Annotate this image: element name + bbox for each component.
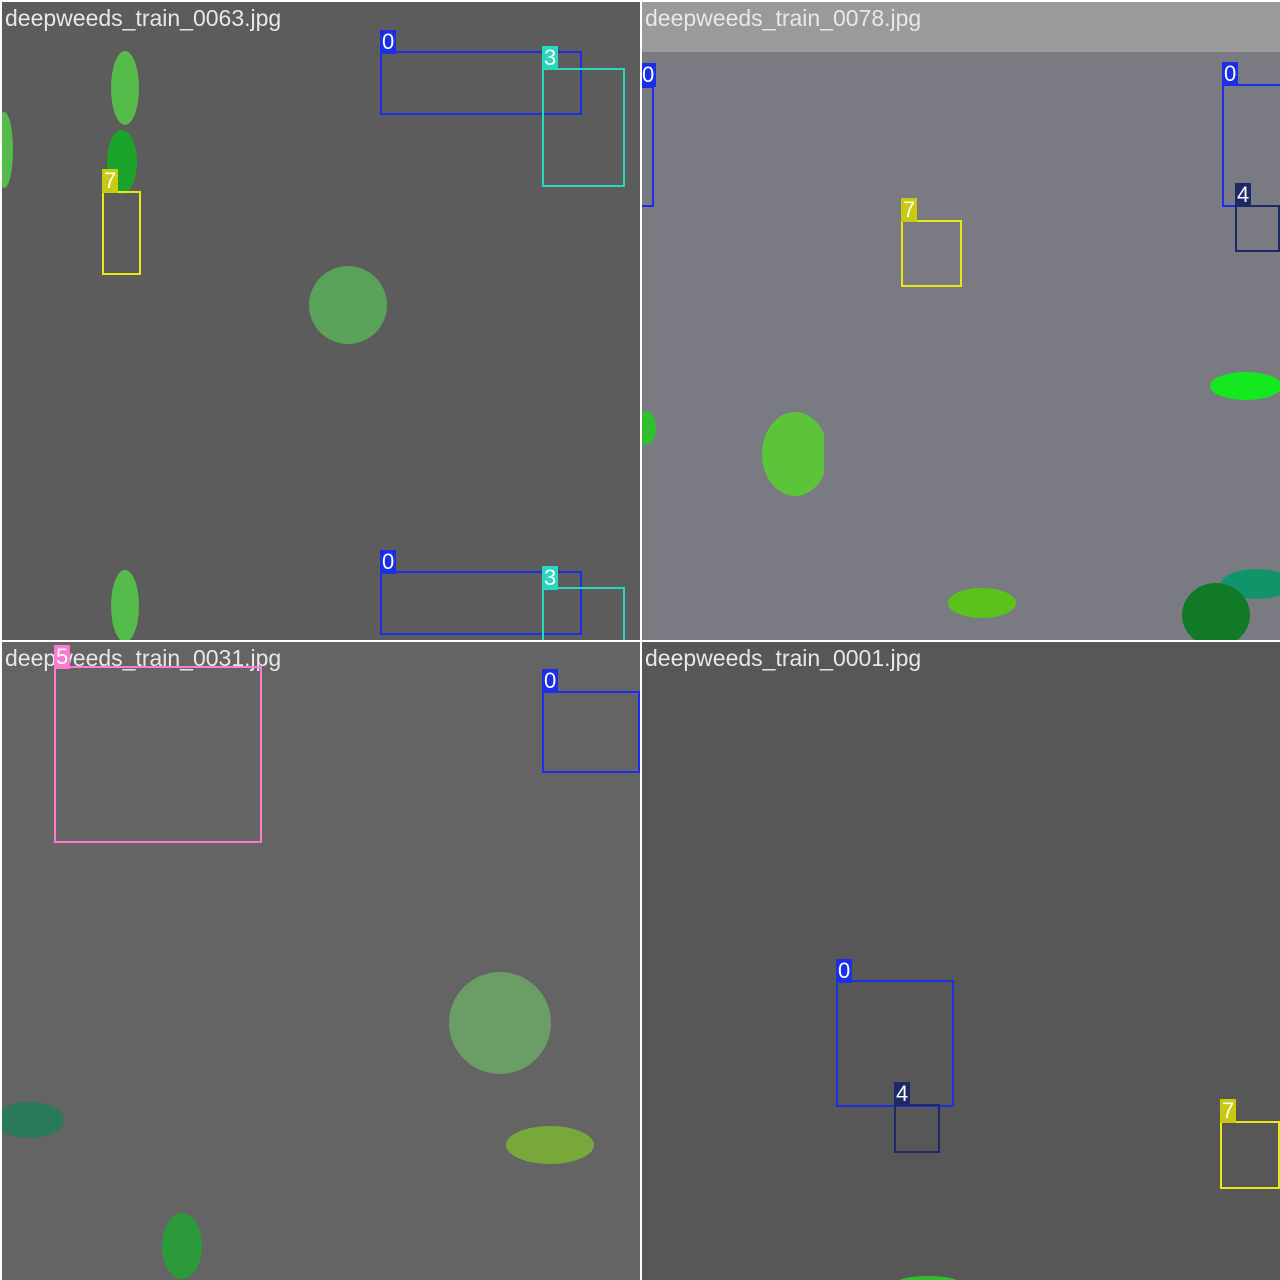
image-filename: deepweeds_train_0063.jpg <box>5 7 281 30</box>
class-label: 0 <box>380 550 396 574</box>
class-label: 4 <box>1235 183 1251 207</box>
bounding-box <box>894 1104 940 1153</box>
mosaic-tile-4: deepweeds_train_0001.jpg 0 4 7 <box>642 642 1280 1280</box>
bounding-box <box>542 587 625 640</box>
mosaic-tile-3: deepweeds_train_0031.jpg 5 0 <box>2 642 640 1280</box>
leaf-image-4 <box>642 642 1280 1280</box>
bounding-box <box>542 68 625 187</box>
class-label: 5 <box>54 645 70 669</box>
class-label: 0 <box>542 669 558 693</box>
image-filename: deepweeds_train_0078.jpg <box>645 7 921 30</box>
bounding-box <box>542 691 640 773</box>
bounding-box <box>102 191 141 275</box>
bounding-box <box>54 666 262 843</box>
class-label: 0 <box>642 63 656 87</box>
bounding-box <box>901 220 962 287</box>
class-label: 7 <box>1220 1099 1236 1123</box>
class-label: 3 <box>542 46 558 70</box>
class-label: 0 <box>836 959 852 983</box>
class-label: 7 <box>901 198 917 222</box>
bounding-box <box>642 86 654 207</box>
class-label: 7 <box>102 169 118 193</box>
class-label: 0 <box>380 30 396 54</box>
bounding-box <box>1220 1121 1280 1189</box>
class-label: 4 <box>894 1082 910 1106</box>
leaf-image-2 <box>642 2 1280 640</box>
bounding-box <box>1235 205 1280 252</box>
class-label: 3 <box>542 566 558 590</box>
mosaic-tile-1: deepweeds_train_0063.jpg 0 3 7 0 3 <box>2 2 640 640</box>
image-filename: deepweeds_train_0001.jpg <box>645 647 921 670</box>
class-label: 0 <box>1222 62 1238 86</box>
mosaic-tile-2: deepweeds_train_0078.jpg 0 0 7 4 <box>642 2 1280 640</box>
